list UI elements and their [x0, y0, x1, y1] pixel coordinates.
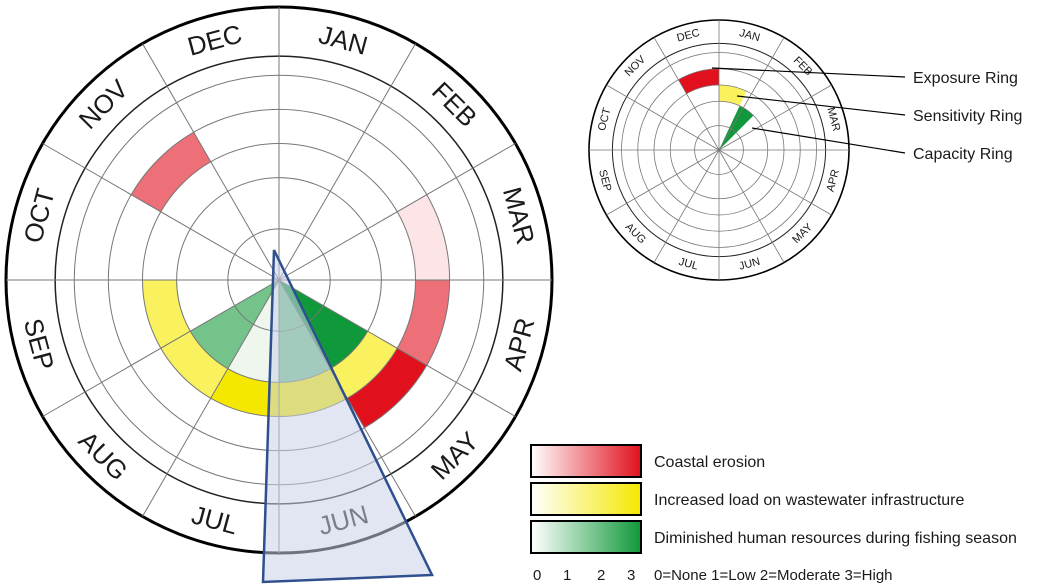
month-label-jul: JUL — [677, 256, 699, 273]
spoke-10 — [606, 84, 720, 151]
segment-capacity-aug — [190, 280, 279, 369]
month-label-oct: OCT — [17, 185, 60, 246]
segment-capacity-jul — [227, 280, 279, 383]
segment-exposure-mar — [397, 194, 450, 280]
legend-label-human-resources: Diminished human resources during fishin… — [654, 530, 1017, 547]
scale-tick-2: 2 — [597, 567, 605, 584]
month-label-aug: AUG — [73, 425, 134, 486]
segment-exposure-may — [347, 348, 427, 428]
month-label-dec: DEC — [184, 18, 245, 61]
callout-arrow-exposure — [711, 67, 906, 78]
month-label-nov: NOV — [73, 73, 135, 135]
legend: Coastal erosion Increased load on wastew… — [530, 444, 1017, 584]
inset-callouts: Exposure Ring Sensitivity Ring Capacity … — [711, 67, 1022, 163]
spoke-7 — [653, 149, 720, 263]
month-label-feb: FEB — [426, 76, 483, 133]
spoke-4 — [718, 149, 832, 216]
scale-tick-1: 1 — [563, 567, 571, 584]
month-label-sep: SEP — [18, 315, 60, 373]
segment-capacity-jan — [719, 105, 754, 150]
scale-tick-3: 3 — [627, 567, 635, 584]
spoke-8 — [606, 149, 720, 216]
month-label-aug: AUG — [623, 221, 648, 246]
spoke-5 — [718, 149, 785, 263]
legend-label-coastal-erosion: Coastal erosion — [654, 454, 765, 471]
month-label-jul: JUL — [188, 499, 240, 540]
inset-label-exposure: Exposure Ring — [913, 70, 1018, 87]
scale-tick-0: 0 — [533, 567, 541, 584]
callout-arrow-sensitivity — [736, 95, 906, 116]
month-label-oct: OCT — [596, 106, 614, 132]
callout-arrow-capacity — [751, 127, 906, 154]
june-highlight-wedge — [261, 249, 434, 584]
month-label-nov: NOV — [623, 53, 649, 79]
segment-sensitivity-aug — [160, 331, 228, 399]
month-label-apr: APR — [825, 168, 842, 193]
spoke-10 — [42, 143, 280, 281]
month-label-jun: JUN — [738, 256, 762, 273]
month-label-mar: MAR — [497, 184, 541, 248]
legend-swatch-coastal-erosion — [530, 444, 642, 478]
spoke-7 — [142, 279, 280, 517]
month-label-apr: APR — [498, 315, 541, 374]
month-label-jan: JAN — [738, 27, 761, 44]
spoke-2 — [718, 84, 832, 151]
month-label-sep: SEP — [596, 168, 613, 192]
june-highlight-triangle — [261, 249, 434, 584]
legend-label-wastewater: Increased load on wastewater infrastruct… — [654, 492, 964, 509]
inset-label-sensitivity: Sensitivity Ring — [913, 108, 1022, 125]
month-label-dec: DEC — [676, 27, 702, 45]
segment-sensitivity-sep — [142, 280, 191, 349]
spoke-8 — [42, 279, 280, 417]
spoke-1 — [718, 37, 785, 151]
segment-exposure-apr — [397, 280, 450, 366]
segment-sensitivity-jul — [210, 368, 279, 417]
segment-capacity-may — [279, 280, 368, 369]
segment-sensitivity-jan — [719, 85, 747, 106]
segment-exposure-nov — [131, 132, 211, 212]
segment-sensitivity-may — [330, 331, 398, 399]
month-label-mar: MAR — [824, 106, 842, 133]
spoke-11 — [653, 37, 720, 151]
spoke-4 — [278, 279, 516, 417]
inset-label-capacity: Capacity Ring — [913, 146, 1013, 163]
spoke-1 — [278, 43, 416, 281]
spoke-2 — [278, 143, 516, 281]
month-label-jan: JAN — [316, 19, 371, 61]
legend-swatch-wastewater — [530, 482, 642, 516]
legend-swatch-human-resources — [530, 520, 642, 554]
month-label-may: MAY — [425, 426, 485, 486]
scale-description: 0=None 1=Low 2=Moderate 3=High — [654, 567, 893, 584]
spoke-11 — [142, 43, 280, 281]
